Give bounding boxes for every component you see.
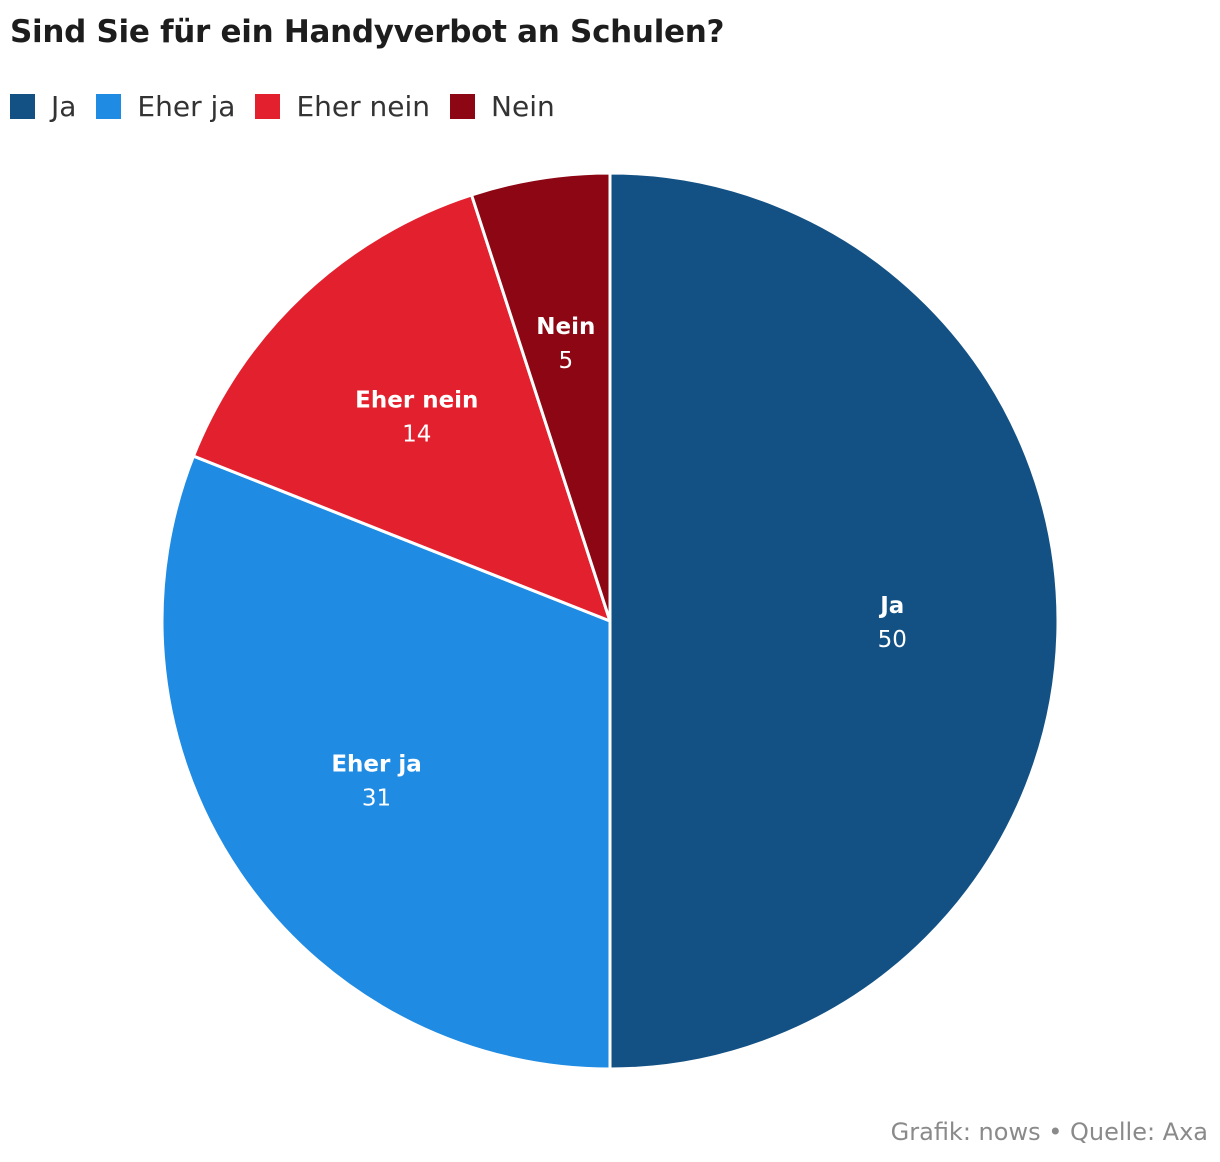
legend-item-nein: Nein [450,90,555,123]
slice-value-ja: 50 [878,627,907,653]
legend-swatch-eher-ja [96,94,122,119]
legend-swatch-ja [10,94,35,119]
legend-swatch-nein [450,94,476,119]
slice-label-eher-ja: Eher ja [331,752,421,778]
legend-item-ja: Ja [10,90,76,123]
slice-value-eher-nein: 14 [402,421,431,447]
source-credit: Grafik: nows • Quelle: Axa [890,1118,1208,1146]
pie-slice-nein [470,171,612,623]
legend-item-eher-ja: Eher ja [96,90,235,123]
legend-label-eher-ja: Eher ja [137,90,236,123]
legend-label-ja: Ja [51,90,77,123]
slice-value-nein: 5 [559,348,574,374]
pie-slice-eher-ja [160,454,612,1071]
legend-label-eher-nein: Eher nein [296,90,431,123]
chart-title: Sind Sie für ein Handyverbot an Schulen? [10,14,725,50]
chart-legend: Ja Eher ja Eher nein Nein [10,90,575,123]
slice-label-ja: Ja [878,593,904,619]
legend-item-eher-nein: Eher nein [255,90,430,123]
legend-swatch-eher-nein [255,94,281,119]
pie-slice-ja [608,171,1060,1071]
slice-label-eher-nein: Eher nein [355,387,478,413]
slice-value-eher-ja: 31 [362,786,391,812]
legend-label-nein: Nein [491,90,555,123]
slice-label-nein: Nein [536,314,595,340]
